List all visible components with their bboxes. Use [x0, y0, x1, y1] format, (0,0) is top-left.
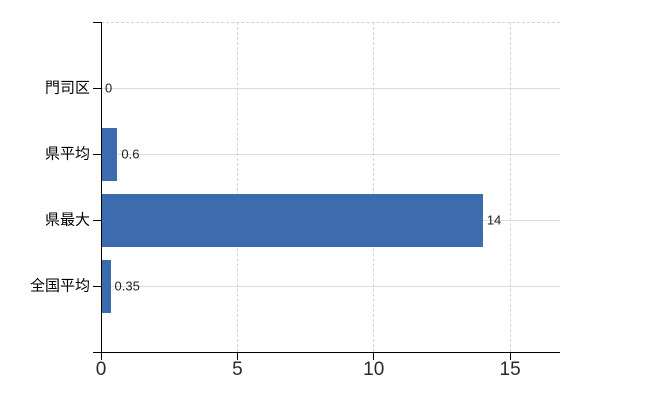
y-axis-tick: [93, 153, 101, 155]
y-axis-line: [101, 22, 102, 352]
category-label: 県最大: [44, 211, 90, 229]
value-label: 0.35: [114, 278, 140, 294]
category-label: 門司区: [44, 79, 90, 97]
bar: [102, 127, 118, 181]
x-axis-tick-label: 10: [363, 359, 385, 380]
x-axis-tick: [373, 353, 375, 360]
gridline-vertical: [236, 22, 238, 352]
x-axis-tick-label: 0: [95, 359, 107, 380]
x-axis-tick-label: 15: [499, 359, 521, 380]
category-label: 県平均: [44, 145, 90, 163]
y-axis-tick: [93, 219, 101, 221]
y-axis-tick: [93, 285, 101, 287]
x-axis-tick: [509, 353, 511, 360]
x-axis-tick: [100, 353, 102, 360]
gridline-horizontal: [101, 87, 560, 89]
gridline-horizontal: [101, 153, 560, 155]
bar: [102, 193, 483, 247]
gridline-horizontal: [101, 285, 560, 287]
y-axis-tick: [93, 87, 101, 89]
plot-top-border: [101, 21, 560, 23]
y-axis-tick: [93, 21, 101, 23]
x-axis-tick-label: 5: [232, 359, 243, 380]
bar: [102, 259, 111, 313]
gridline-vertical: [509, 22, 511, 352]
value-label: 14: [486, 212, 502, 228]
value-label: 0.6: [121, 146, 140, 162]
value-label: 0: [105, 80, 113, 96]
x-axis-tick: [236, 353, 238, 360]
category-label: 全国平均: [29, 277, 90, 295]
x-axis-line: [93, 352, 560, 353]
gridline-vertical: [373, 22, 375, 352]
